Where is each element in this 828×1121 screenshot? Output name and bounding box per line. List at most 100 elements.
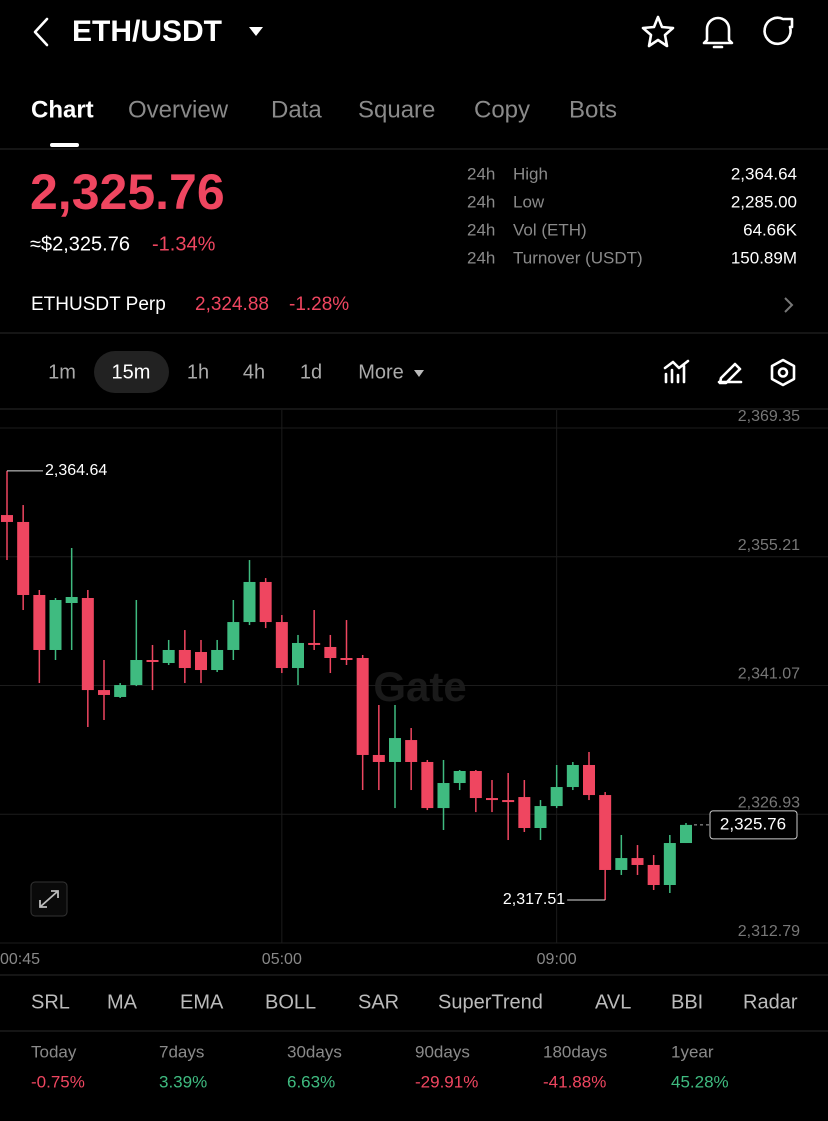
perp-chevron[interactable]	[784, 297, 794, 313]
y-tick-label: 2,355.21	[738, 537, 800, 554]
stat-period: 24h	[467, 220, 495, 239]
candle-body	[33, 594, 46, 650]
performance-value: 6.63%	[287, 1072, 335, 1091]
pair-dropdown[interactable]	[249, 27, 263, 36]
candle-body	[49, 600, 62, 650]
indicator-tab[interactable]: BBI	[671, 991, 703, 1013]
stat-label: Turnover (USDT)	[513, 248, 643, 267]
candle-body	[195, 651, 207, 671]
indicator-tab[interactable]: BOLL	[265, 991, 316, 1013]
x-tick-label: 05:00	[262, 951, 302, 968]
candle-body	[211, 649, 224, 671]
tab[interactable]: Data	[271, 96, 322, 123]
candle-body	[437, 783, 450, 809]
candle-body	[308, 642, 321, 645]
interval[interactable]: 4h	[243, 361, 265, 383]
candle-body	[599, 795, 612, 870]
share-icon[interactable]	[763, 16, 794, 46]
pair-title[interactable]: ETH/USDT	[72, 15, 222, 48]
interval[interactable]: More	[358, 361, 404, 383]
tab[interactable]: Copy	[474, 96, 530, 123]
candle-body	[340, 658, 353, 661]
candle-body	[98, 690, 110, 695]
performance-period: 90days	[415, 1042, 470, 1061]
performance-value: 45.28%	[671, 1072, 729, 1091]
candle-body	[1, 515, 13, 522]
candle-body	[502, 800, 515, 803]
tab[interactable]: Chart	[31, 96, 94, 123]
interval[interactable]: 1d	[300, 361, 322, 383]
stat-value: 150.89M	[731, 248, 797, 267]
low-marker-label: 2,317.51	[503, 891, 565, 908]
more-dropdown[interactable]	[414, 370, 424, 377]
indicator-tab[interactable]: EMA	[180, 991, 224, 1013]
watermark: Gate	[373, 663, 466, 710]
usd-price: ≈$2,325.76	[30, 233, 130, 255]
candle-body	[534, 806, 547, 828]
favorite-icon[interactable]	[641, 15, 675, 48]
stat-label: Low	[513, 192, 545, 211]
x-tick-label: 00:45	[0, 951, 40, 968]
indicator-tab[interactable]: Radar	[743, 991, 798, 1013]
performance-value: -41.88%	[543, 1072, 606, 1091]
settings-icon[interactable]	[770, 358, 796, 387]
tab-underline	[50, 143, 79, 147]
perp-change: -1.28%	[289, 294, 349, 315]
performance-value: -0.75%	[31, 1072, 85, 1091]
candle-body	[227, 622, 240, 650]
candle-body	[631, 858, 644, 865]
candle-body	[292, 642, 304, 669]
candle-body	[469, 770, 482, 799]
perp-price: 2,324.88	[195, 294, 269, 315]
interval[interactable]: 1h	[187, 361, 209, 383]
candle-body	[615, 858, 628, 870]
candle-body	[421, 761, 434, 809]
x-tick-label: 09:00	[537, 951, 577, 968]
indicator-tab[interactable]: MA	[107, 991, 138, 1013]
interval[interactable]: 15m	[112, 361, 151, 383]
candlestick-chart: Gate 2,369.35 2,355.21 2,341.07 2,326.93 2,31…	[0, 408, 828, 968]
stat-value: 64.66K	[743, 220, 798, 239]
interval-active-bg	[94, 351, 169, 393]
stat-value: 2,364.64	[731, 164, 797, 183]
back-button[interactable]	[33, 17, 49, 47]
tab[interactable]: Square	[358, 96, 435, 123]
candle-body	[486, 798, 498, 801]
indicator-tab[interactable]: SRL	[31, 991, 70, 1013]
y-tick-label: 2,341.07	[738, 666, 800, 683]
interval[interactable]: 1m	[48, 361, 76, 383]
last-price-label: 2,325.76	[720, 814, 786, 833]
alert-icon[interactable]	[702, 16, 734, 49]
indicator-icon[interactable]	[663, 359, 690, 384]
indicator-tab[interactable]: AVL	[595, 991, 631, 1013]
candle-body	[259, 581, 272, 623]
tab[interactable]: Overview	[128, 96, 229, 123]
stat-period: 24h	[467, 164, 495, 183]
y-tick-label: 2,326.93	[738, 794, 800, 811]
perp-name[interactable]: ETHUSDT Perp	[31, 294, 166, 315]
candle-body	[65, 596, 78, 604]
candle-body	[243, 581, 256, 623]
candle-body	[680, 824, 692, 844]
candle-body	[162, 649, 175, 664]
candle-body	[566, 764, 579, 788]
performance-period: 1year	[671, 1042, 714, 1061]
performance-period: 7days	[159, 1042, 204, 1061]
draw-icon[interactable]	[717, 362, 743, 385]
indicator-tab[interactable]: SuperTrend	[438, 991, 543, 1013]
candle-body	[453, 770, 466, 784]
candle-body	[372, 754, 385, 762]
tab[interactable]: Bots	[569, 96, 617, 123]
candle-body	[146, 660, 159, 663]
candle-body	[275, 622, 288, 669]
indicator-tab[interactable]: SAR	[358, 991, 399, 1013]
price-change: -1.34%	[152, 233, 216, 255]
candle-body	[647, 864, 660, 885]
stat-value: 2,285.00	[731, 192, 797, 211]
stat-period: 24h	[467, 192, 495, 211]
candle-body	[550, 787, 563, 807]
candle-body	[405, 740, 418, 762]
performance-period: 30days	[287, 1042, 342, 1061]
